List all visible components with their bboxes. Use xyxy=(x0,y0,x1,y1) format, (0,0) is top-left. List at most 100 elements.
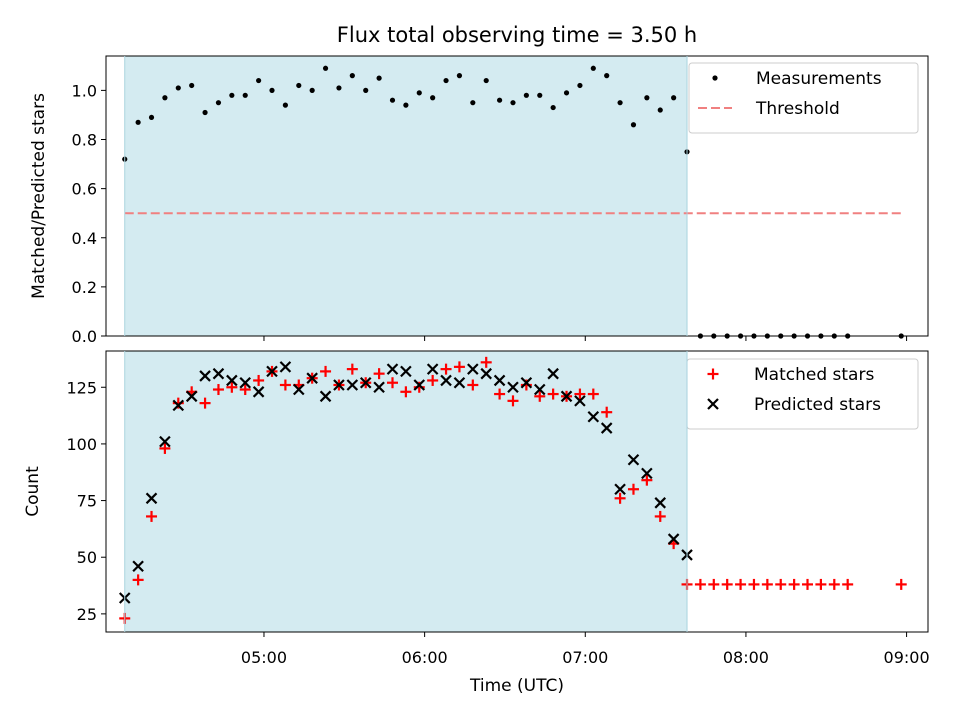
measurement-point xyxy=(470,100,476,106)
matched-star-point xyxy=(614,492,626,504)
measurement-point xyxy=(577,82,583,89)
predicted-star-point xyxy=(279,361,292,373)
legend-label: Measurements xyxy=(756,69,882,89)
predicted-star-point xyxy=(239,376,252,389)
matched-star-point xyxy=(386,377,398,389)
matched-star-point xyxy=(775,578,787,590)
measurement-point xyxy=(242,92,248,98)
matched-star-point xyxy=(373,368,385,380)
top-x-ticks xyxy=(263,336,908,341)
matched-star-point xyxy=(400,386,412,398)
matched-star-point xyxy=(802,578,814,590)
y-tick-label: 0.0 xyxy=(72,327,97,346)
measurement-point xyxy=(202,109,208,116)
measurement-point xyxy=(148,114,155,121)
matched-star-point xyxy=(721,578,733,590)
matched-star-point xyxy=(253,374,265,386)
measurement-point xyxy=(550,104,556,111)
y-tick-label: 0.2 xyxy=(72,278,97,297)
predicted-star-point xyxy=(520,376,533,389)
predicted-star-point xyxy=(574,395,586,407)
measurement-point xyxy=(363,87,369,93)
measurement-point xyxy=(537,92,543,98)
measurement-point xyxy=(430,95,436,101)
legend-plus-marker xyxy=(707,368,719,380)
matched-star-point xyxy=(748,578,760,590)
matched-star-point xyxy=(627,483,639,495)
matched-star-point xyxy=(735,578,747,590)
count-points xyxy=(118,356,907,624)
matched-star-point xyxy=(654,510,666,522)
predicted-star-point xyxy=(226,374,238,387)
top-y-axis-label: Matched/Predicted stars xyxy=(29,93,49,299)
matched-star-point xyxy=(641,474,653,486)
legend-label: Matched stars xyxy=(754,365,874,385)
predicted-star-point xyxy=(641,467,653,480)
legend-box xyxy=(688,62,919,134)
measurement-point xyxy=(416,90,422,96)
predicted-star-point xyxy=(627,453,640,466)
measurement-point xyxy=(671,95,677,101)
y-tick-label: 100 xyxy=(66,435,97,454)
measurement-point xyxy=(523,92,529,98)
top-observing-span xyxy=(124,56,688,336)
measurement-point xyxy=(604,73,610,79)
y-tick-label: 0.6 xyxy=(72,180,97,199)
top-legend: Measurements Threshold xyxy=(688,62,919,134)
measurement-point xyxy=(644,95,650,101)
measurement-point xyxy=(322,65,329,71)
measurement-point xyxy=(403,102,409,108)
bottom-x-axis: 05:00 06:00 07:00 08:00 09:00 xyxy=(241,632,930,667)
bottom-y-axis-label: Count xyxy=(23,466,43,517)
matched-star-point xyxy=(494,388,506,400)
predicted-star-point xyxy=(426,363,439,375)
matched-star-point xyxy=(226,381,238,393)
matched-star-point xyxy=(467,379,479,391)
matched-star-point xyxy=(132,574,144,586)
measurement-point xyxy=(483,77,489,84)
predicted-star-point xyxy=(306,372,318,384)
measurement-point xyxy=(175,85,181,91)
matched-star-point xyxy=(346,363,358,375)
legend-label: Threshold xyxy=(755,99,840,119)
predicted-star-point xyxy=(132,560,144,573)
measurement-point xyxy=(496,97,503,103)
measurement-point xyxy=(657,107,663,113)
predicted-star-point xyxy=(145,492,158,505)
measurement-point xyxy=(630,122,637,128)
legend-dot-marker xyxy=(712,75,718,81)
predicted-star-point xyxy=(266,365,278,378)
measurement-point xyxy=(215,100,222,106)
matched-star-point xyxy=(320,365,332,377)
predicted-star-point xyxy=(453,376,466,389)
predicted-star-point xyxy=(547,367,559,380)
predicted-star-point xyxy=(667,533,680,545)
predicted-star-point xyxy=(560,390,573,403)
predicted-star-point xyxy=(654,497,667,509)
measurement-point xyxy=(590,65,596,71)
bottom-panel: 25 50 75 100 125 05:00 06:00 07:00 08:00 09:00 C… xyxy=(23,350,930,696)
y-tick-label: 25 xyxy=(77,605,97,624)
x-tick-label: 09:00 xyxy=(884,648,930,667)
matched-star-point xyxy=(480,356,492,368)
matched-star-point xyxy=(587,388,599,400)
predicted-star-point xyxy=(212,367,225,380)
bottom-legend: Matched stars Predicted stars xyxy=(686,358,919,430)
top-panel: 0.0 0.2 0.4 0.6 0.8 1.0 Matched/Predicted sta… xyxy=(29,55,929,346)
top-y-axis: 0.0 0.2 0.4 0.6 0.8 1.0 xyxy=(72,81,106,346)
predicted-star-point xyxy=(413,379,426,391)
measurement-point xyxy=(336,85,342,91)
matched-star-point xyxy=(815,578,827,590)
predicted-star-point xyxy=(587,410,600,423)
y-tick-label: 125 xyxy=(66,378,97,397)
x-tick-label: 05:00 xyxy=(241,648,287,667)
matched-star-point xyxy=(427,374,439,386)
bottom-y-axis: 25 50 75 100 125 xyxy=(66,378,106,624)
predicted-star-point xyxy=(467,363,479,375)
matched-star-point xyxy=(453,361,465,373)
measurement-point xyxy=(617,100,623,106)
y-tick-label: 50 xyxy=(77,548,97,567)
measurement-point xyxy=(376,75,382,81)
measurement-point xyxy=(256,77,262,84)
